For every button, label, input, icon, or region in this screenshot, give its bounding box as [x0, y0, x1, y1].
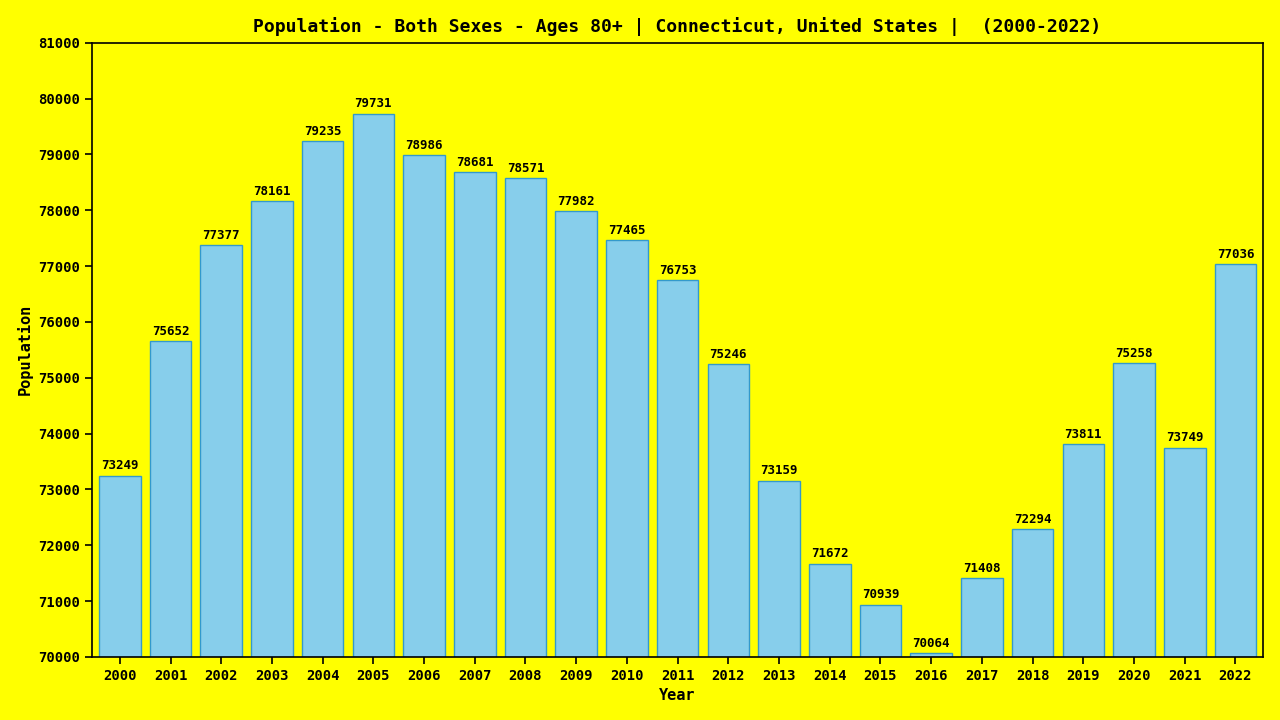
Text: 78161: 78161 [253, 185, 291, 198]
Bar [708, 364, 749, 657]
Text: 77377: 77377 [202, 229, 239, 242]
Bar [607, 240, 648, 657]
Text: 78571: 78571 [507, 162, 544, 175]
Text: 73249: 73249 [101, 459, 138, 472]
Text: 79731: 79731 [355, 97, 392, 110]
Bar [809, 564, 850, 657]
Bar [150, 341, 191, 657]
Text: 76753: 76753 [659, 264, 696, 276]
Text: 79235: 79235 [303, 125, 342, 138]
Y-axis label: Population: Population [17, 305, 33, 395]
Text: 70939: 70939 [861, 588, 900, 601]
Text: 75652: 75652 [152, 325, 189, 338]
Text: 73159: 73159 [760, 464, 797, 477]
Bar [504, 179, 547, 657]
Text: 75258: 75258 [1115, 347, 1153, 360]
Bar [961, 578, 1002, 657]
X-axis label: Year: Year [659, 688, 696, 703]
Text: 77465: 77465 [608, 224, 645, 237]
Bar [201, 245, 242, 657]
Bar [352, 114, 394, 657]
Text: 78986: 78986 [406, 139, 443, 152]
Bar [99, 475, 141, 657]
Bar [1011, 529, 1053, 657]
Bar [1164, 448, 1206, 657]
Text: 73811: 73811 [1065, 428, 1102, 441]
Text: 78681: 78681 [456, 156, 494, 169]
Title: Population - Both Sexes - Ages 80+ | Connecticut, United States |  (2000-2022): Population - Both Sexes - Ages 80+ | Con… [253, 17, 1102, 36]
Bar [454, 172, 495, 657]
Text: 77036: 77036 [1217, 248, 1254, 261]
Bar [1114, 364, 1155, 657]
Bar [860, 605, 901, 657]
Bar [910, 653, 952, 657]
Text: 71408: 71408 [963, 562, 1001, 575]
Bar [758, 480, 800, 657]
Text: 72294: 72294 [1014, 513, 1051, 526]
Text: 71672: 71672 [812, 547, 849, 560]
Text: 70064: 70064 [913, 637, 950, 650]
Bar [1062, 444, 1105, 657]
Text: 73749: 73749 [1166, 431, 1203, 444]
Bar [403, 156, 445, 657]
Bar [657, 280, 699, 657]
Bar [1215, 264, 1256, 657]
Text: 77982: 77982 [558, 195, 595, 208]
Text: 75246: 75246 [709, 348, 748, 361]
Bar [251, 202, 293, 657]
Bar [302, 141, 343, 657]
Bar [556, 211, 596, 657]
